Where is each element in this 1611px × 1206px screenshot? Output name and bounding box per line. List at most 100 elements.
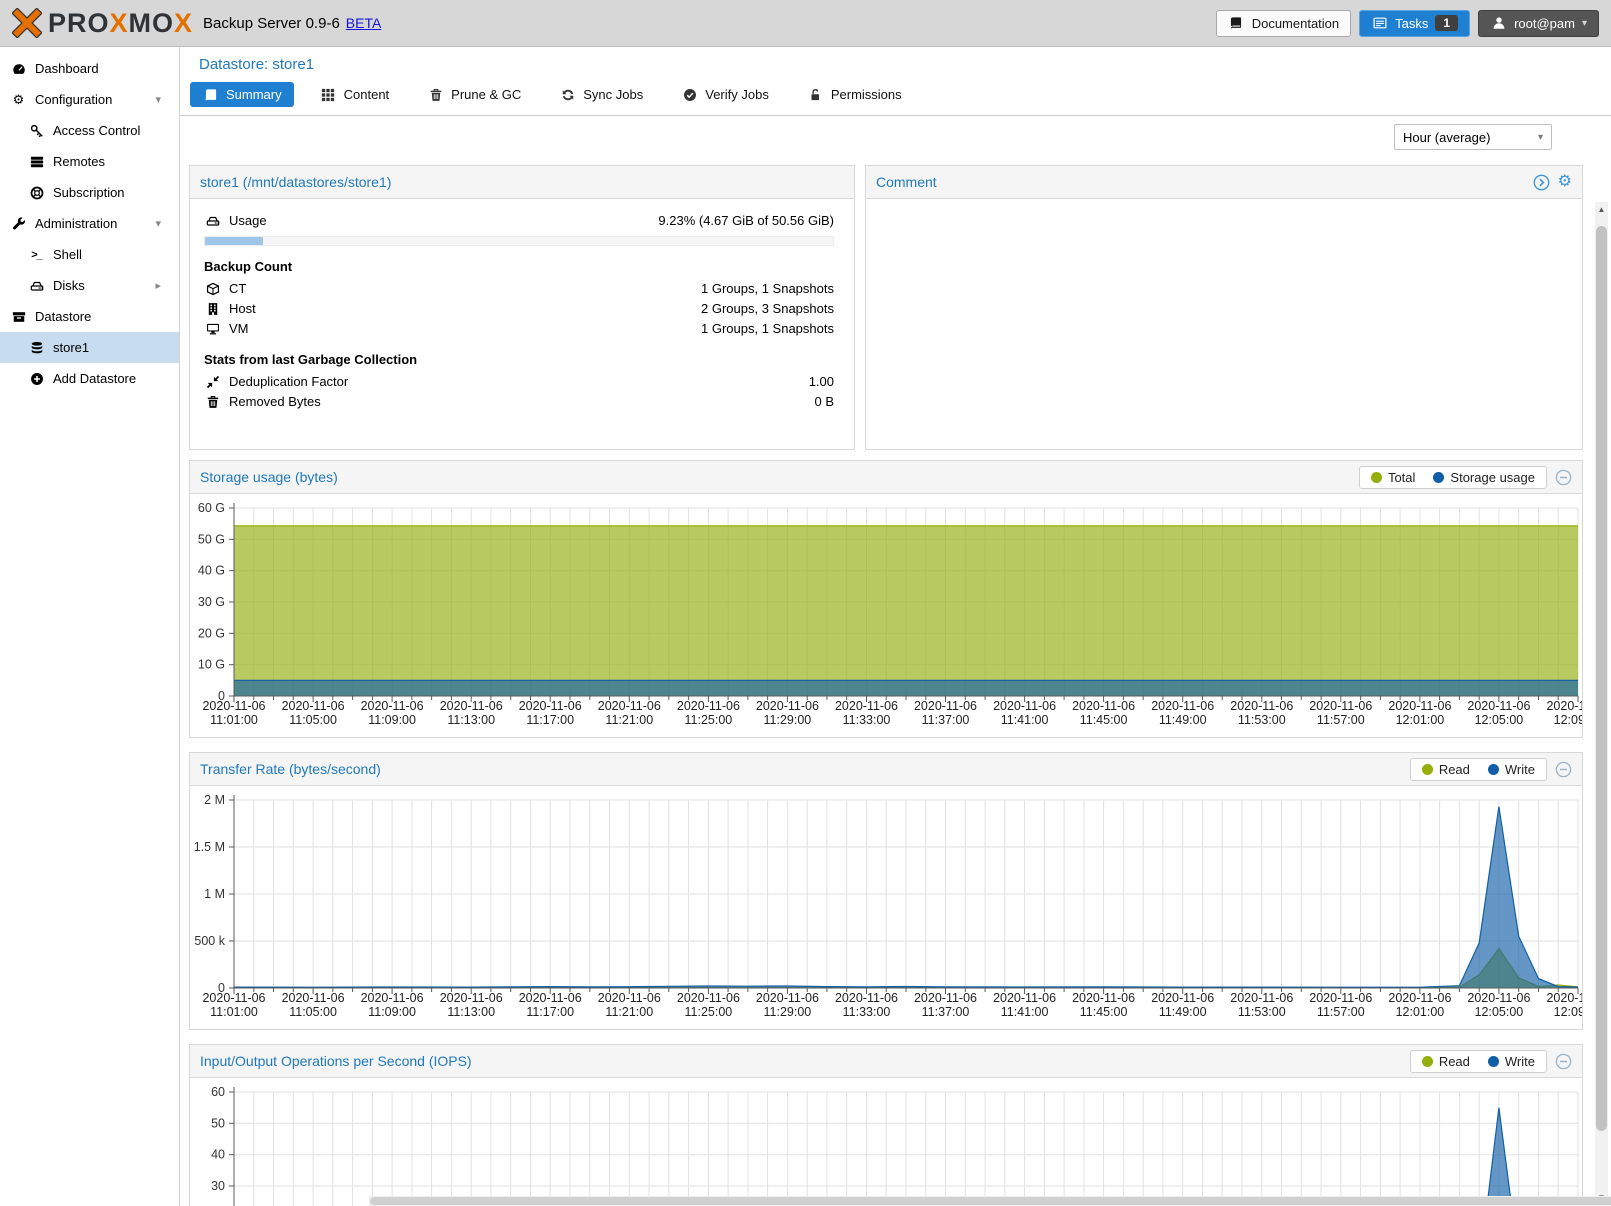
comment-panel-title: Comment bbox=[876, 174, 937, 190]
sidebar-item-access-control[interactable]: Access Control bbox=[0, 115, 179, 146]
svg-text:2020-11-06: 2020-11-06 bbox=[914, 699, 977, 713]
cube-icon bbox=[204, 281, 221, 296]
svg-text:2020-11-06: 2020-11-06 bbox=[1388, 699, 1451, 713]
sidebar-item-add-datastore[interactable]: Add Datastore bbox=[0, 363, 179, 394]
vertical-scrollbar[interactable]: ▲ ▼ bbox=[1595, 202, 1608, 1206]
collapse-panel-icon[interactable] bbox=[1555, 1053, 1572, 1070]
svg-text:12:09:00: 12:09:00 bbox=[1554, 1005, 1582, 1019]
documentation-button[interactable]: Documentation bbox=[1215, 9, 1352, 37]
user-menu-button[interactable]: root@pam ▾ bbox=[1478, 9, 1599, 37]
tab-content[interactable]: Content bbox=[308, 82, 402, 107]
svg-text:2020-11-06: 2020-11-06 bbox=[1072, 991, 1135, 1005]
chevron-right-icon[interactable]: ▸ bbox=[155, 280, 161, 292]
svg-text:50 G: 50 G bbox=[198, 532, 225, 546]
collapse-panel-icon[interactable] bbox=[1555, 469, 1572, 486]
legend-item-write[interactable]: Write bbox=[1487, 1054, 1535, 1069]
svg-text:1 M: 1 M bbox=[204, 887, 225, 901]
gc-stat-row-deduplication-factor: Deduplication Factor 1.00 bbox=[190, 372, 854, 392]
svg-text:11:21:00: 11:21:00 bbox=[605, 1005, 653, 1019]
horizontal-scrollbar[interactable] bbox=[369, 1196, 1611, 1206]
iops-chart-panel: Input/Output Operations per Second (IOPS… bbox=[189, 1044, 1583, 1206]
legend-item-write[interactable]: Write bbox=[1487, 762, 1535, 777]
tab-summary[interactable]: Summary bbox=[190, 82, 294, 107]
svg-text:2020-11-06: 2020-11-06 bbox=[993, 699, 1056, 713]
chart-title: Transfer Rate (bytes/second) bbox=[200, 761, 381, 777]
sidebar-item-disks[interactable]: Disks ▸ bbox=[0, 270, 179, 301]
legend-item-total[interactable]: Total bbox=[1370, 470, 1415, 485]
vertical-scrollbar-thumb[interactable] bbox=[1596, 226, 1607, 1131]
tab-verify-jobs[interactable]: Verify Jobs bbox=[669, 82, 781, 107]
svg-text:10 G: 10 G bbox=[198, 658, 225, 672]
svg-text:11:57:00: 11:57:00 bbox=[1317, 713, 1365, 727]
beta-link[interactable]: BETA bbox=[345, 15, 382, 31]
sidebar-item-subscription[interactable]: Subscription bbox=[0, 177, 179, 208]
unlock-icon bbox=[807, 87, 824, 102]
sidebar-item-store1[interactable]: store1 bbox=[0, 332, 179, 363]
tab-prune-gc[interactable]: Prune & GC bbox=[415, 82, 533, 107]
brand-word: PROXMOX bbox=[48, 7, 194, 38]
database-icon bbox=[28, 340, 45, 355]
wrench-icon bbox=[10, 216, 27, 231]
svg-text:2020-11-06: 2020-11-06 bbox=[361, 699, 424, 713]
legend-dot bbox=[1487, 1055, 1499, 1067]
svg-text:2020-11-06: 2020-11-06 bbox=[1151, 699, 1214, 713]
svg-text:11:41:00: 11:41:00 bbox=[1001, 1005, 1049, 1019]
transfer-rate-chart-panel: Transfer Rate (bytes/second) Read Write 0 50… bbox=[189, 752, 1583, 1030]
svg-text:11:53:00: 11:53:00 bbox=[1238, 1005, 1286, 1019]
sidebar: Dashboard ⚙ Configuration ▾ Access Control Re… bbox=[0, 47, 180, 1206]
horizontal-scrollbar-thumb[interactable] bbox=[370, 1197, 1611, 1205]
svg-text:2 M: 2 M bbox=[204, 793, 225, 807]
terminal-icon: >_ bbox=[31, 248, 43, 261]
page-title: Datastore: store1 bbox=[199, 56, 315, 73]
svg-text:2020-11-06: 2020-11-06 bbox=[361, 991, 424, 1005]
legend-dot bbox=[1487, 763, 1499, 775]
user-icon bbox=[1490, 16, 1507, 31]
svg-text:2020-11-06: 2020-11-06 bbox=[914, 991, 977, 1005]
sidebar-item-datastore[interactable]: Datastore bbox=[0, 301, 179, 332]
svg-text:11:01:00: 11:01:00 bbox=[210, 1005, 258, 1019]
circle-arrow-icon[interactable] bbox=[1533, 174, 1550, 191]
collapse-panel-icon[interactable] bbox=[1555, 761, 1572, 778]
book-icon bbox=[202, 87, 219, 102]
legend-item-storage-usage[interactable]: Storage usage bbox=[1433, 470, 1535, 485]
svg-text:11:49:00: 11:49:00 bbox=[1159, 1005, 1207, 1019]
svg-text:11:53:00: 11:53:00 bbox=[1238, 713, 1286, 727]
grid-icon bbox=[320, 87, 337, 102]
gc-stats-heading: Stats from last Garbage Collection bbox=[204, 351, 418, 367]
tab-sync-jobs[interactable]: Sync Jobs bbox=[547, 82, 655, 107]
svg-text:500 k: 500 k bbox=[194, 934, 225, 948]
backup-count-row-host: Host 2 Groups, 3 Snapshots bbox=[190, 299, 854, 319]
sidebar-item-remotes[interactable]: Remotes bbox=[0, 146, 179, 177]
chevron-down-icon[interactable]: ▾ bbox=[155, 218, 161, 230]
svg-text:11:45:00: 11:45:00 bbox=[1080, 713, 1128, 727]
legend-item-read[interactable]: Read bbox=[1421, 1054, 1470, 1069]
timeframe-select[interactable]: Hour (average) ▾ bbox=[1394, 124, 1552, 150]
gear-icon[interactable]: ⚙ bbox=[1557, 173, 1572, 190]
sidebar-item-dashboard[interactable]: Dashboard bbox=[0, 53, 179, 84]
svg-text:11:09:00: 11:09:00 bbox=[368, 713, 416, 727]
backup-count-row-ct: CT 1 Groups, 1 Snapshots bbox=[190, 279, 854, 299]
summary-panel: store1 (/mnt/datastores/store1) Usage 9.… bbox=[189, 165, 855, 450]
tasks-button[interactable]: Tasks 1 bbox=[1359, 9, 1471, 37]
svg-text:11:57:00: 11:57:00 bbox=[1317, 1005, 1365, 1019]
lifering-icon bbox=[28, 185, 45, 200]
sidebar-item-configuration[interactable]: ⚙ Configuration ▾ bbox=[0, 84, 179, 115]
tab-permissions[interactable]: Permissions bbox=[795, 82, 914, 107]
sidebar-item-administration[interactable]: Administration ▾ bbox=[0, 208, 179, 239]
svg-text:12:01:00: 12:01:00 bbox=[1396, 1005, 1445, 1019]
chevron-down-icon[interactable]: ▾ bbox=[155, 94, 161, 106]
chevron-down-icon: ▾ bbox=[1537, 131, 1543, 143]
sidebar-item-shell[interactable]: >_ Shell bbox=[0, 239, 179, 270]
svg-text:2020-11-06: 2020-11-06 bbox=[835, 991, 898, 1005]
svg-text:2020-11-06: 2020-11-06 bbox=[1151, 991, 1214, 1005]
trash-icon bbox=[204, 394, 221, 409]
legend-item-read[interactable]: Read bbox=[1421, 762, 1470, 777]
chart-toolbar: Hour (average) ▾ bbox=[180, 116, 1611, 157]
svg-text:2020-11-06: 2020-11-06 bbox=[598, 699, 661, 713]
svg-text:11:33:00: 11:33:00 bbox=[843, 713, 891, 727]
svg-text:2020-11-06: 2020-11-06 bbox=[1546, 699, 1582, 713]
svg-text:11:05:00: 11:05:00 bbox=[289, 1005, 337, 1019]
scroll-up-arrow-icon[interactable]: ▲ bbox=[1597, 205, 1606, 214]
svg-text:2020-11-06: 2020-11-06 bbox=[756, 991, 819, 1005]
svg-text:2020-11-06: 2020-11-06 bbox=[440, 699, 503, 713]
